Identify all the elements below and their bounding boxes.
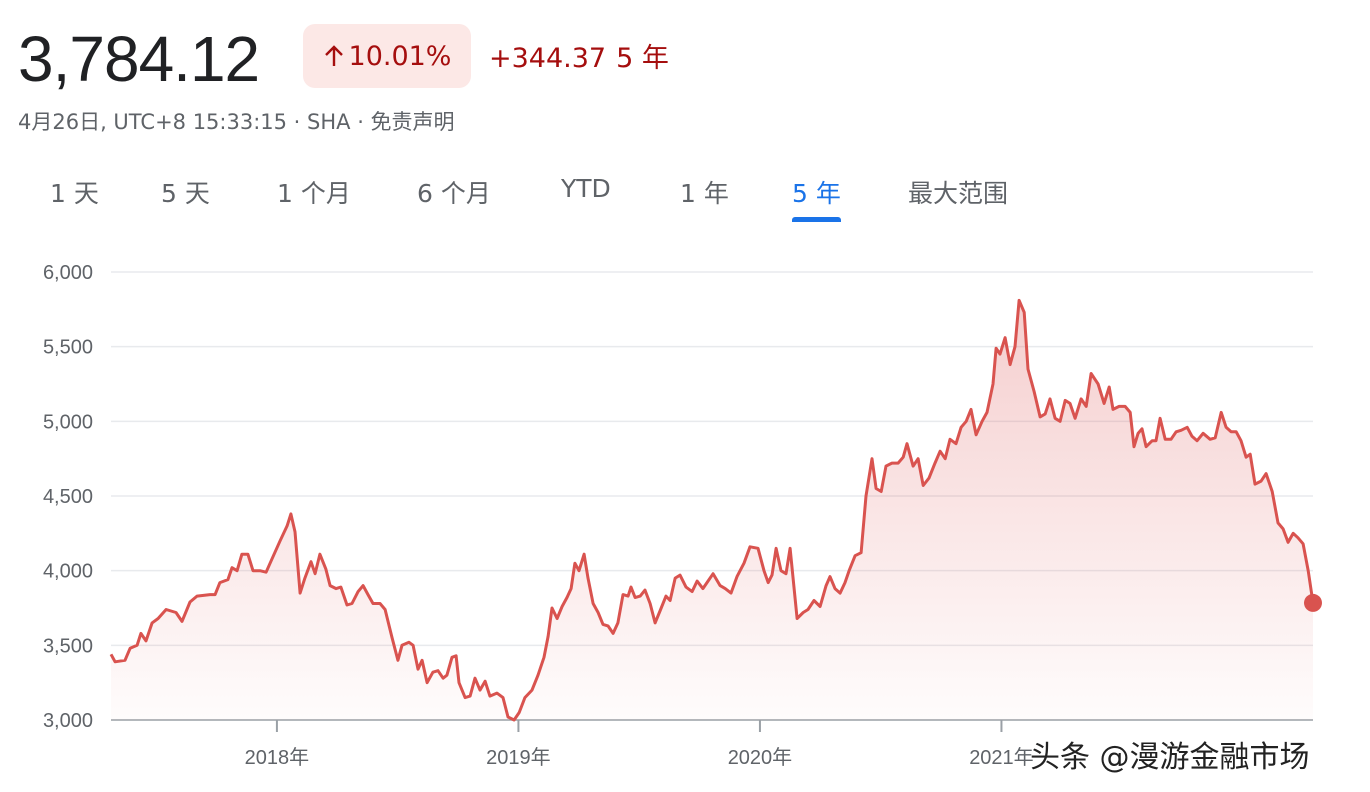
last-point xyxy=(1304,593,1322,612)
price: 3,784.12 xyxy=(18,23,260,95)
area-fill xyxy=(111,300,1313,720)
change-period: 5 年 xyxy=(616,43,669,74)
range-tab[interactable]: 1 年 xyxy=(680,179,729,208)
range-tab[interactable]: 5 天 xyxy=(161,179,210,208)
y-tick-label: 4,000 xyxy=(43,561,93,583)
watermark: 头条 @漫游金融市场 xyxy=(1030,740,1310,775)
x-tick-label: 2018年 xyxy=(245,746,310,769)
change-value: +344.37 xyxy=(489,43,607,74)
change-percent: 10.01% xyxy=(348,40,452,72)
range-tab[interactable]: YTD xyxy=(561,174,611,203)
timestamp: 4月26日, UTC+8 15:33:15 · SHA · 免责声明 xyxy=(18,110,455,134)
x-tick-label: 2019年 xyxy=(486,746,551,769)
range-tab[interactable]: 最大范围 xyxy=(908,179,1009,208)
y-tick-label: 3,500 xyxy=(43,635,93,657)
y-tick-label: 4,500 xyxy=(43,486,93,508)
y-tick-label: 5,000 xyxy=(43,411,93,433)
price-line xyxy=(109,298,1315,722)
x-tick-label: 2020年 xyxy=(728,746,793,769)
range-tab[interactable]: 6 个月 xyxy=(417,179,491,208)
range-tab[interactable]: 5 年 xyxy=(792,174,841,222)
up-arrow-icon xyxy=(324,45,343,66)
change-badge: 10.01% xyxy=(303,24,471,88)
y-tick-label: 5,500 xyxy=(43,337,93,359)
y-tick-label: 6,000 xyxy=(43,262,93,284)
range-tab[interactable]: 1 天 xyxy=(50,179,99,208)
y-tick-label: 3,000 xyxy=(43,710,93,732)
change: +344.37 5 年 xyxy=(489,36,669,75)
x-tick-label: 2021年 xyxy=(969,746,1034,769)
range-tab[interactable]: 1 个月 xyxy=(277,179,351,208)
